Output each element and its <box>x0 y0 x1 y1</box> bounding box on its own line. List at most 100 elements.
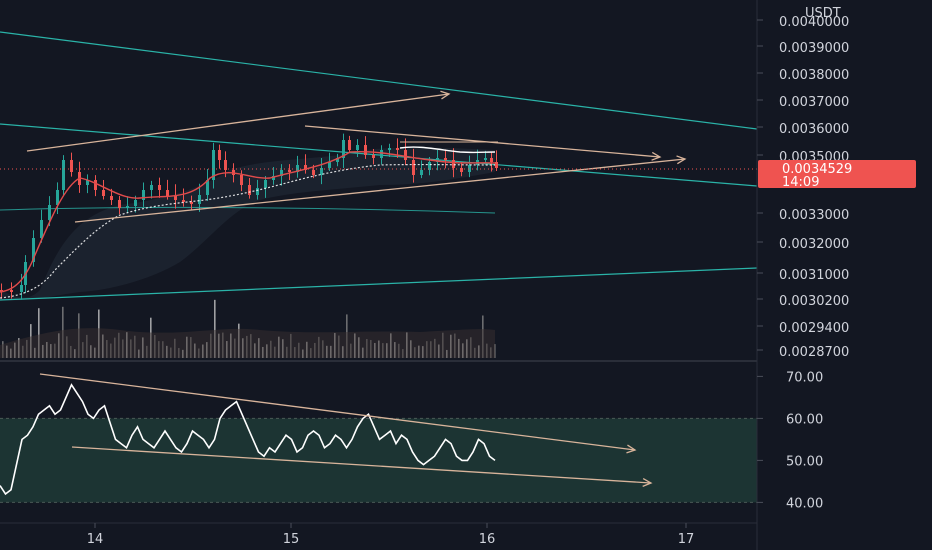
candle-body[interactable] <box>296 165 299 172</box>
price-tick-label: 0.0029400 <box>779 321 849 336</box>
candle-body[interactable] <box>40 220 43 238</box>
candle-body[interactable] <box>412 160 415 175</box>
candle-body[interactable] <box>10 290 13 292</box>
candle-body[interactable] <box>110 196 113 200</box>
ma-fast-line <box>0 150 496 293</box>
price-tick-label: 0.0036000 <box>779 122 849 137</box>
rsi-line[interactable] <box>0 383 496 496</box>
candle-body[interactable] <box>126 206 129 208</box>
trend-arrow-falling-arrowhead <box>651 151 662 161</box>
candle-body[interactable] <box>118 200 121 208</box>
candle-body[interactable] <box>142 190 145 200</box>
channel-line-upper[interactable] <box>0 31 758 130</box>
candle-body[interactable] <box>0 290 3 292</box>
candle-body[interactable] <box>356 145 359 150</box>
candle-body[interactable] <box>62 160 65 190</box>
rsi-trend-arrow-lower[interactable] <box>71 446 652 484</box>
price-tick-label: 0.0038000 <box>779 68 849 83</box>
candle-body[interactable] <box>372 155 375 158</box>
time-tick-label: 15 <box>283 532 300 547</box>
candle-body[interactable] <box>484 158 487 160</box>
candle-body[interactable] <box>166 190 169 196</box>
trend-annotations[interactable] <box>26 90 687 223</box>
price-pane[interactable] <box>0 31 758 358</box>
candle-body[interactable] <box>206 180 209 195</box>
candle-body[interactable] <box>444 158 447 160</box>
candle-body[interactable] <box>460 168 463 172</box>
candle-body[interactable] <box>218 150 221 160</box>
candle-body[interactable] <box>174 196 177 200</box>
price-axis[interactable]: 0.0040000 0.0039000 0.0038000 0.0037000 0.00… <box>757 15 849 360</box>
candle-body[interactable] <box>86 180 89 185</box>
candle-body[interactable] <box>48 205 51 220</box>
trend-arrow-rising-arrowhead <box>676 155 687 165</box>
trend-arrow-upper[interactable] <box>26 93 450 152</box>
candle-body[interactable] <box>328 162 331 168</box>
price-tick-label: 0.0039000 <box>779 41 849 56</box>
candle-body[interactable] <box>312 170 315 175</box>
candle-body[interactable] <box>452 160 455 168</box>
candle-body[interactable] <box>380 150 383 158</box>
candle-body[interactable] <box>256 188 259 195</box>
ma-highlight-line <box>399 146 496 154</box>
candle-body[interactable] <box>396 148 399 150</box>
candle-body[interactable] <box>94 180 97 190</box>
rsi-band <box>0 418 757 503</box>
candle-body[interactable] <box>320 168 323 175</box>
candle-body[interactable] <box>198 195 201 204</box>
candle-body[interactable] <box>70 160 73 172</box>
candle-body[interactable] <box>32 238 35 262</box>
candle-body[interactable] <box>212 150 215 180</box>
candle-body[interactable] <box>280 170 283 176</box>
candle-body[interactable] <box>336 158 339 162</box>
candle-body[interactable] <box>436 158 439 162</box>
candle-body[interactable] <box>404 150 407 160</box>
candle-body[interactable] <box>388 148 391 150</box>
candle-body[interactable] <box>182 200 185 202</box>
candle-body[interactable] <box>304 165 307 170</box>
candle-body[interactable] <box>150 185 153 190</box>
candle-body[interactable] <box>158 185 161 190</box>
volume-bar <box>38 308 40 358</box>
candle-body[interactable] <box>20 285 23 292</box>
candle-body[interactable] <box>490 158 493 162</box>
candle-body[interactable] <box>102 190 105 196</box>
candle-body[interactable] <box>468 165 471 172</box>
candle-body[interactable] <box>364 145 367 155</box>
price-tick-label: 0.0028700 <box>779 345 849 360</box>
candle-body[interactable] <box>224 160 227 170</box>
candle-body[interactable] <box>420 170 423 175</box>
price-tick-label: 0.0031000 <box>779 268 849 283</box>
candle-body[interactable] <box>56 190 59 205</box>
channel-line-lower[interactable] <box>0 267 758 301</box>
rsi-pane[interactable] <box>0 373 757 503</box>
rsi-axis[interactable]: 70.00 60.00 50.00 40.00 <box>757 370 823 511</box>
candle-body[interactable] <box>264 180 267 188</box>
price-tick-label: 0.0040000 <box>779 15 849 30</box>
rsi-trend-arrow-upper[interactable] <box>39 373 636 451</box>
price-tick-label: 0.0037000 <box>779 95 849 110</box>
candle-body[interactable] <box>428 162 431 170</box>
time-tick-label: 17 <box>678 532 695 547</box>
candle-body[interactable] <box>348 140 351 150</box>
candle-body[interactable] <box>272 176 275 180</box>
countdown-timer: 14:09 <box>782 175 819 190</box>
candle-body[interactable] <box>134 200 137 206</box>
candle-body[interactable] <box>190 202 193 204</box>
trend-arrow-rising[interactable] <box>74 158 686 223</box>
time-axis[interactable]: 14 15 16 17 <box>87 523 695 547</box>
candle-body[interactable] <box>342 140 345 158</box>
price-tick-label: 0.0030200 <box>779 294 849 309</box>
candle-body[interactable] <box>248 185 251 195</box>
rsi-trend-annotations[interactable] <box>39 373 653 488</box>
rsi-tick-label: 60.00 <box>786 412 823 427</box>
rsi-trend-arrow-upper-arrowhead <box>626 444 637 454</box>
candle-body[interactable] <box>288 170 291 172</box>
volume-ma-area <box>0 328 495 358</box>
candle-body[interactable] <box>495 162 498 168</box>
volume-bar <box>214 299 216 358</box>
candle-body[interactable] <box>240 175 243 185</box>
channel-line-middle[interactable] <box>0 123 758 187</box>
last-price-value: 0.0034529 <box>782 162 852 177</box>
